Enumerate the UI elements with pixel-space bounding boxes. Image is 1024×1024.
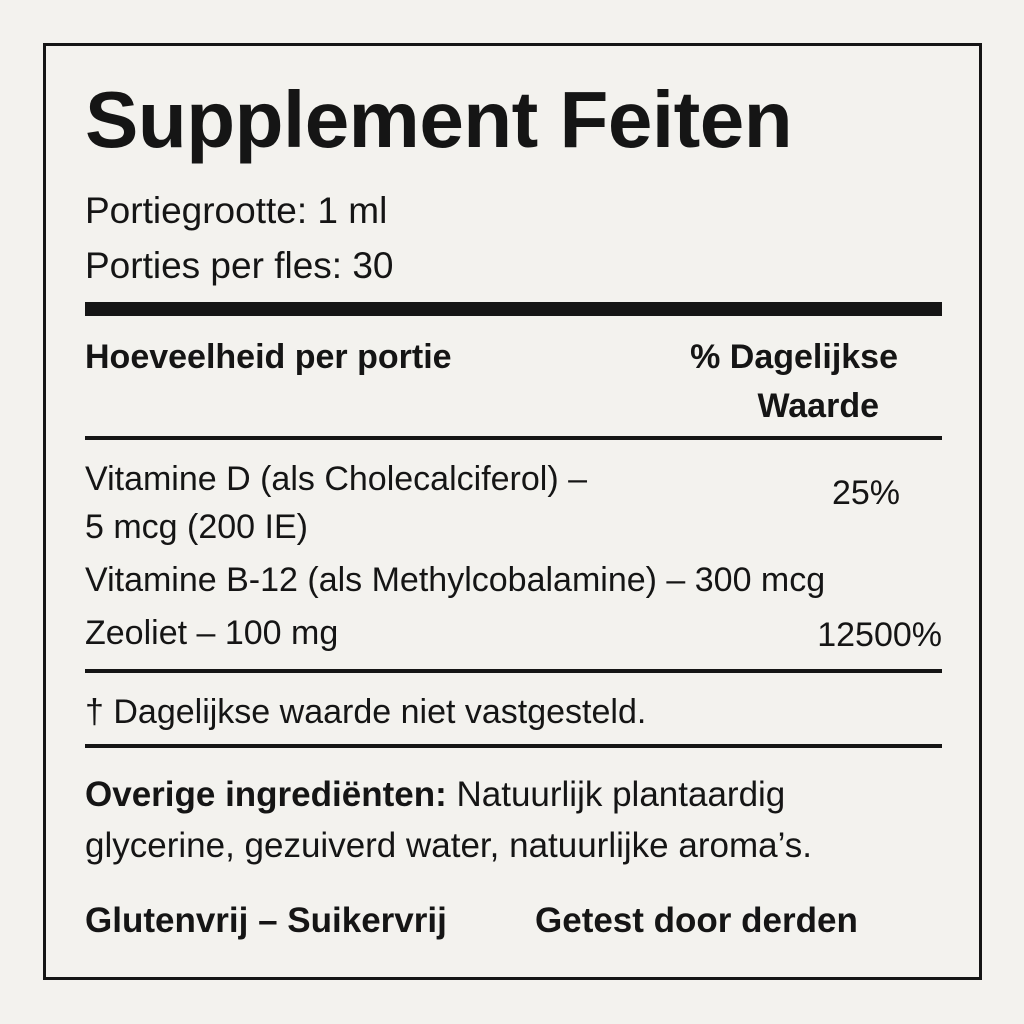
- title: Supplement Feiten: [85, 75, 793, 164]
- other-ingredients-label: Overige ingrediënten:: [85, 775, 447, 814]
- label-border: [43, 43, 982, 980]
- serving-size: Portiegrootte: 1 ml: [85, 190, 388, 231]
- nutrient-name: Vitamine B-12 (als Methylcobalamine) – 3…: [85, 561, 826, 599]
- dv-header: % Dagelijkse: [690, 338, 898, 376]
- nutrient-name: Vitamine D (als Cholecalciferol) –: [85, 460, 588, 498]
- daily-value: 12500%: [817, 616, 942, 654]
- nutrient-name: Zeoliet – 100 mg: [85, 614, 339, 652]
- rule: [85, 744, 942, 748]
- claim: Glutenvrij – Suikervrij: [85, 901, 447, 940]
- dv-header: Waarde: [757, 387, 879, 425]
- nutrient-name: 5 mcg (200 IE): [85, 508, 308, 546]
- claim: Getest door derden: [535, 901, 858, 940]
- daily-value: 25%: [831, 474, 900, 512]
- thick-rule: [85, 302, 942, 316]
- other-ingredients: Overige ingrediënten: Natuurlijk plantaa…: [85, 777, 785, 812]
- other-ingredients-text: Natuurlijk plantaardig: [456, 775, 786, 814]
- rule: [85, 669, 942, 673]
- other-ingredients-text: glycerine, gezuiverd water, natuurlijke …: [85, 826, 812, 865]
- rule: [85, 436, 942, 440]
- servings-per-container: Porties per fles: 30: [85, 245, 394, 286]
- footnote: † Dagelijkse waarde niet vastgesteld.: [85, 693, 647, 731]
- amount-header: Hoeveelheid per portie: [85, 338, 452, 376]
